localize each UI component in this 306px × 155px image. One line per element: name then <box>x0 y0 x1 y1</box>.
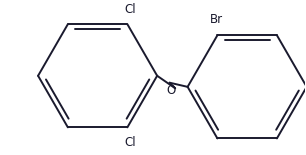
Text: Cl: Cl <box>124 136 136 149</box>
Text: O: O <box>166 84 176 97</box>
Text: Br: Br <box>209 13 222 27</box>
Text: Cl: Cl <box>124 3 136 16</box>
